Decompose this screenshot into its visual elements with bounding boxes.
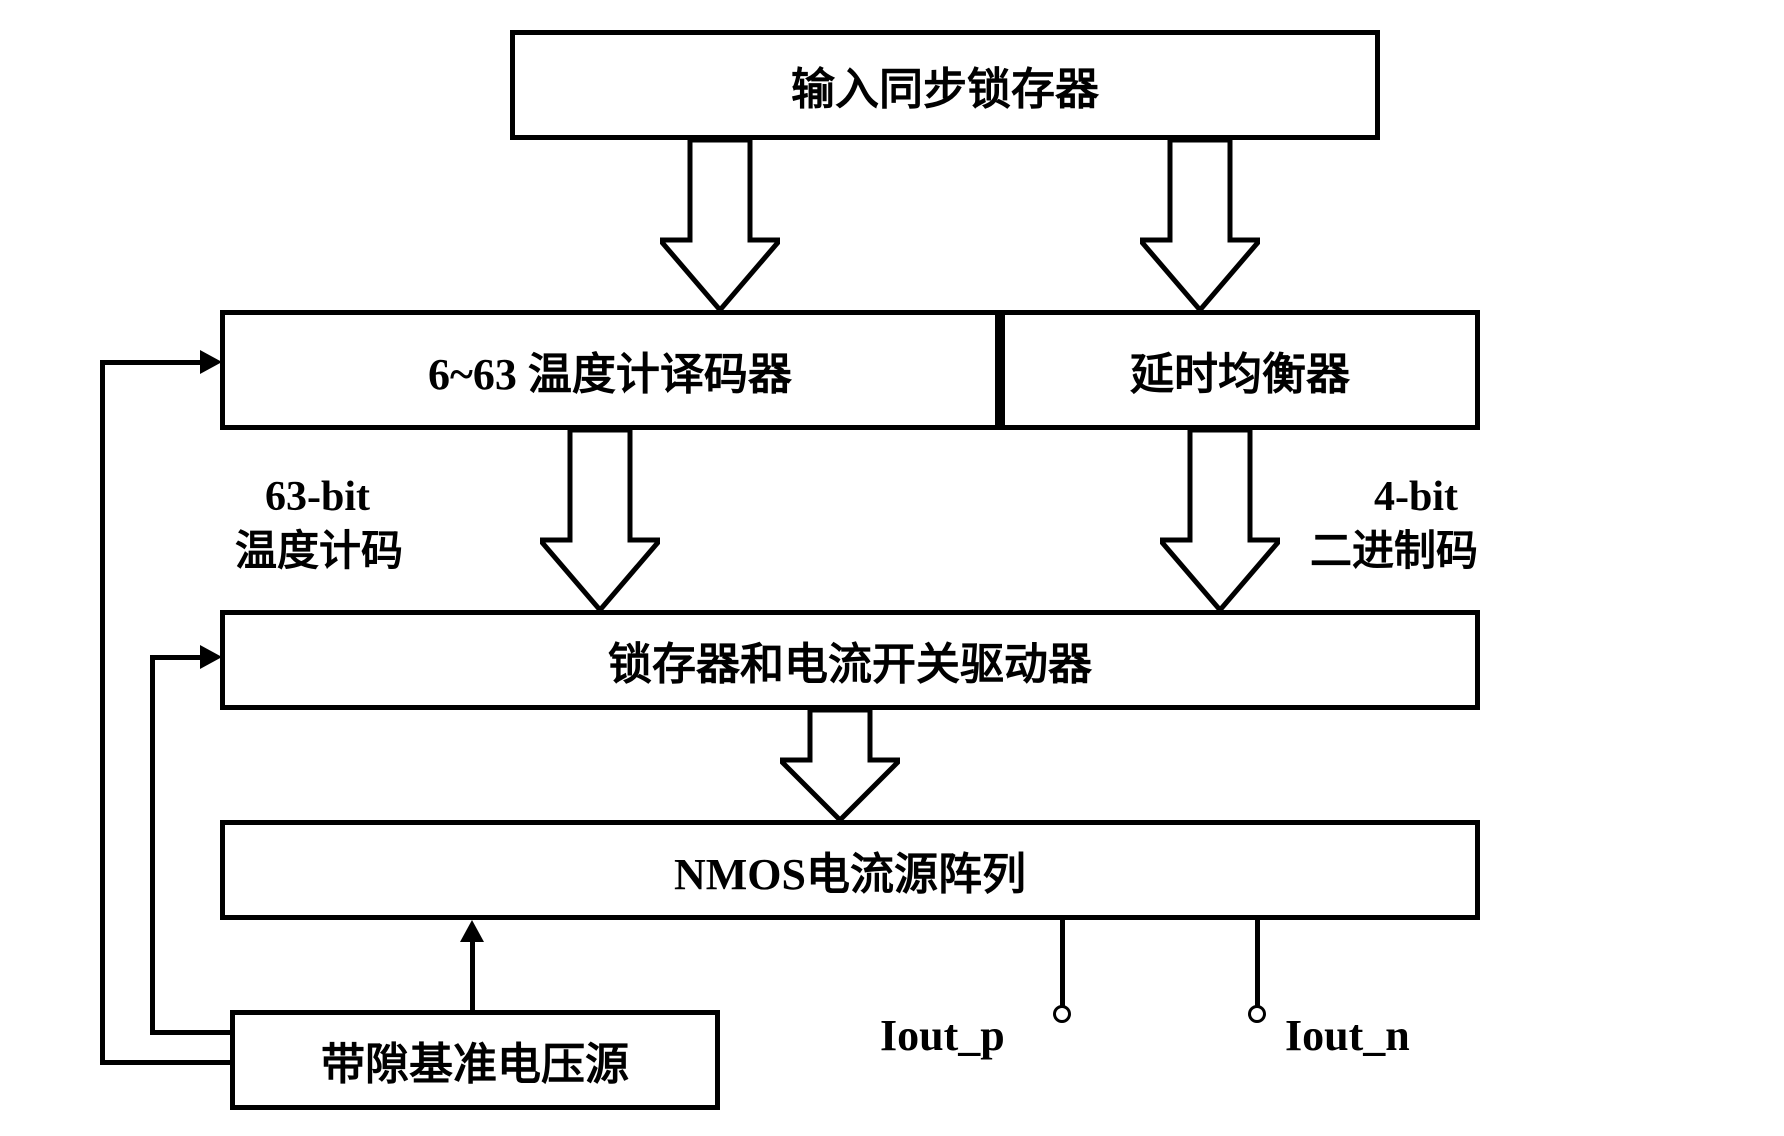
- output-p-label: Iout_p: [880, 1010, 1005, 1061]
- block-arrow-4: [1160, 430, 1280, 610]
- box-input-latch-label: 输入同步锁存器: [791, 53, 1099, 117]
- annotation-right-line1: 4-bit: [1310, 470, 1478, 525]
- block-arrow-5: [780, 710, 900, 820]
- box-bandgap: 带隙基准电压源: [230, 1010, 720, 1110]
- box-equalizer-label: 延时均衡器: [1130, 338, 1350, 402]
- block-arrow-3: [540, 430, 660, 610]
- box-decoder: 6~63 温度计译码器: [220, 310, 1000, 430]
- box-input-latch: 输入同步锁存器: [510, 30, 1380, 140]
- box-equalizer: 延时均衡器: [1000, 310, 1480, 430]
- thin-arrow-1-seg1: [100, 1060, 230, 1065]
- block-arrow-2: [1140, 140, 1260, 310]
- thin-arrow-1-seg2: [100, 360, 105, 1065]
- box-nmos-array: NMOS电流源阵列: [220, 820, 1480, 920]
- box-nmos-array-label: NMOS电流源阵列: [674, 838, 1026, 902]
- annotation-right: 4-bit 二进制码: [1310, 470, 1478, 579]
- thin-arrow-2-seg2: [150, 655, 155, 1035]
- annotation-left-line1: 63-bit: [235, 470, 403, 525]
- output-p-circle: [1053, 1005, 1071, 1023]
- thin-arrow-3-head: [460, 920, 484, 942]
- output-n-label: Iout_n: [1285, 1010, 1410, 1061]
- output-n-circle: [1248, 1005, 1266, 1023]
- thin-arrow-2-head: [200, 645, 222, 669]
- thin-arrow-1-head: [200, 350, 222, 374]
- annotation-left: 63-bit 温度计码: [235, 470, 403, 579]
- box-bandgap-label: 带隙基准电压源: [321, 1028, 629, 1092]
- annotation-left-line2: 温度计码: [235, 525, 403, 580]
- output-p-line: [1060, 920, 1065, 1010]
- block-arrow-1: [660, 140, 780, 310]
- annotation-right-line2: 二进制码: [1310, 525, 1478, 580]
- box-latch-driver-label: 锁存器和电流开关驱动器: [608, 628, 1092, 692]
- thin-arrow-2-seg1: [150, 1030, 230, 1035]
- thin-arrow-2-seg3: [150, 655, 200, 660]
- output-n-line: [1255, 920, 1260, 1010]
- box-decoder-label: 6~63 温度计译码器: [428, 338, 792, 402]
- block-diagram: 输入同步锁存器 6~63 温度计译码器 延时均衡器 锁存器和电流开关驱动器 NM…: [100, 30, 1684, 1106]
- thin-arrow-3-seg1: [470, 940, 475, 1010]
- box-latch-driver: 锁存器和电流开关驱动器: [220, 610, 1480, 710]
- thin-arrow-1-seg3: [100, 360, 200, 365]
